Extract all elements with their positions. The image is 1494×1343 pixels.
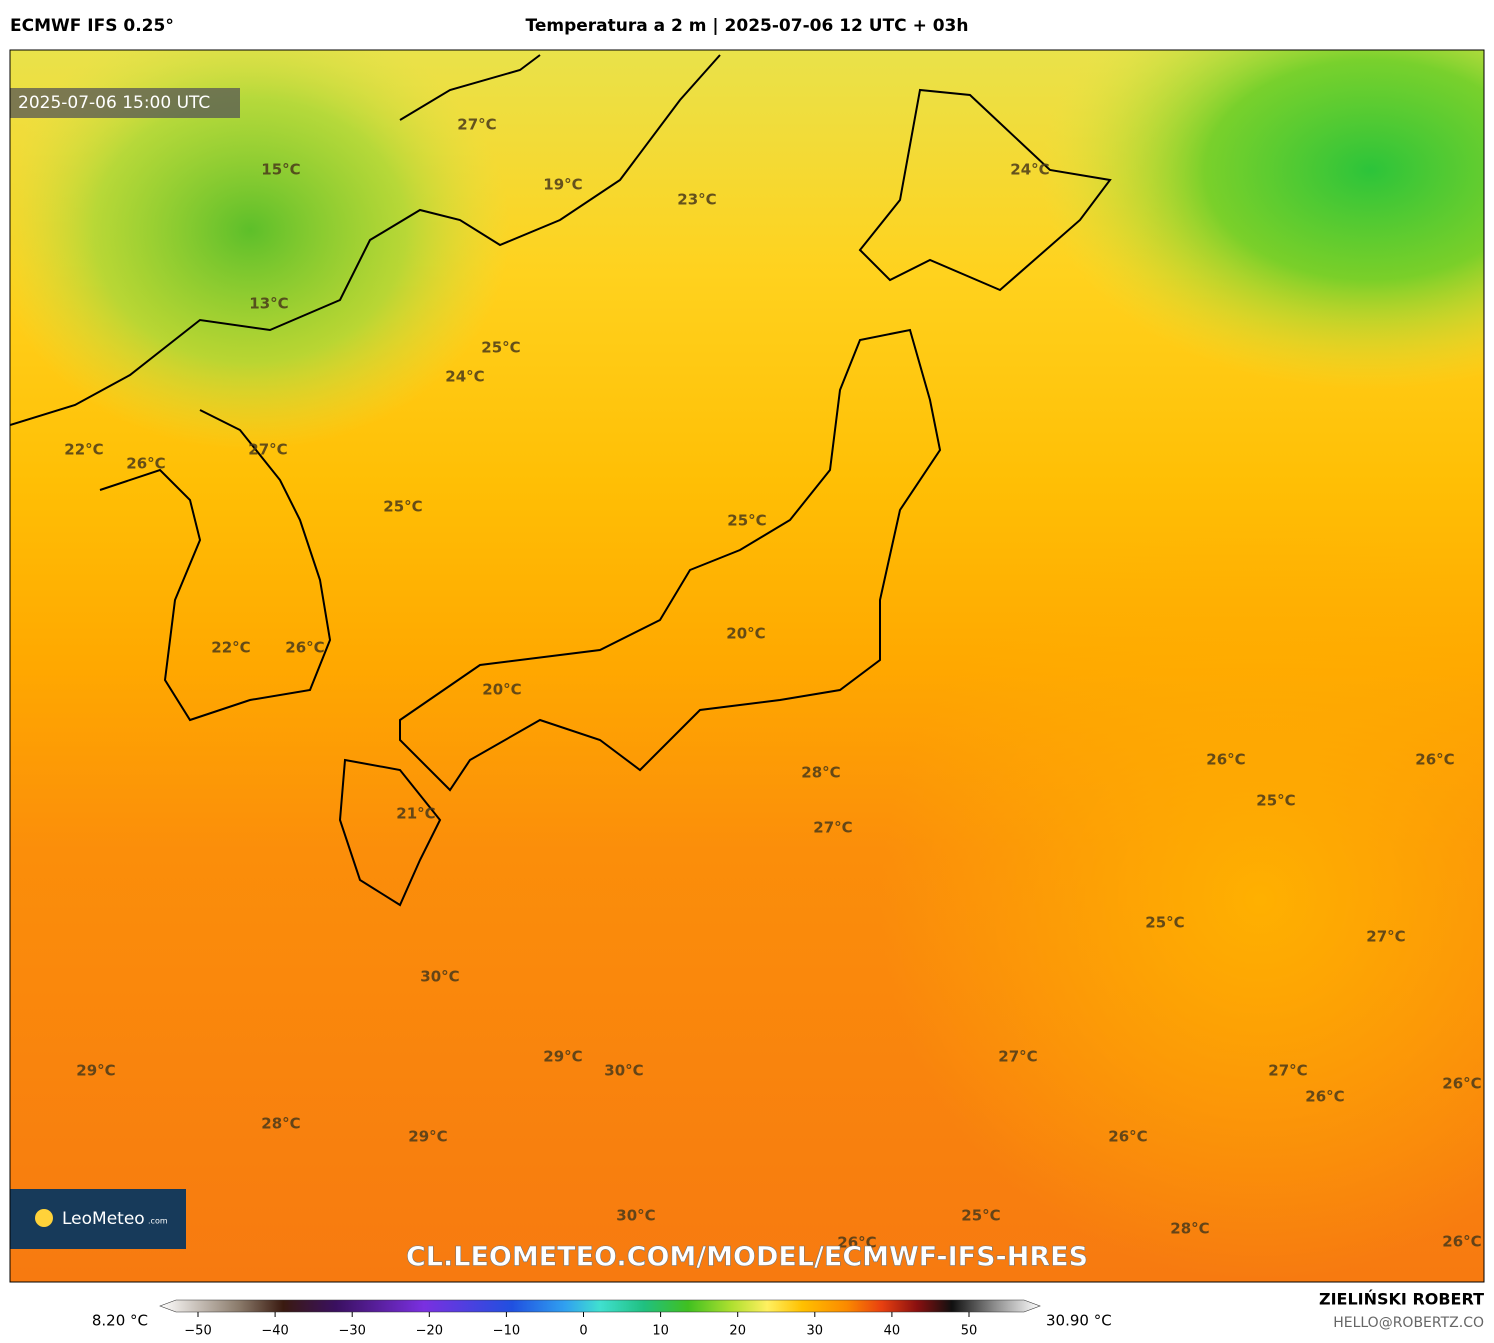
colorbar-tick-label: 10 xyxy=(652,1324,669,1339)
timestamp-box xyxy=(10,88,240,118)
temperature-label: 19°C xyxy=(543,176,582,194)
temperature-label: 26°C xyxy=(1305,1088,1344,1106)
colorbar-tick-label: −50 xyxy=(184,1324,211,1339)
temperature-label: 25°C xyxy=(1256,792,1295,810)
temperature-label: 20°C xyxy=(482,681,521,699)
temperature-label: 26°C xyxy=(1442,1233,1481,1251)
field-shade xyxy=(1040,50,1484,390)
watermark: CL.LEOMETEO.COM/MODEL/ECMWF-IFS-HRES xyxy=(406,1242,1088,1273)
temperature-label: 23°C xyxy=(677,191,716,209)
temperature-label: 13°C xyxy=(249,295,288,313)
temperature-label: 30°C xyxy=(604,1062,643,1080)
temperature-label: 27°C xyxy=(998,1048,1037,1066)
colorbar-max: 30.90 °C xyxy=(1046,1312,1112,1330)
coastlines xyxy=(10,54,1112,907)
model-name: ECMWF IFS 0.25° xyxy=(10,16,174,36)
colorbar-tick-label: 40 xyxy=(884,1324,901,1339)
temperature-label: 29°C xyxy=(76,1062,115,1080)
temperature-labels: 27°C 15°C 19°C 23°C 24°C 13°C 25°C 24°C 22°C 26°C… xyxy=(64,116,1481,1252)
temperature-label: 26°C xyxy=(1442,1075,1481,1093)
temperature-label: 26°C xyxy=(837,1234,876,1252)
author: ZIELIŃSKI ROBERT xyxy=(1319,1290,1484,1309)
colorbar-tick-label: −10 xyxy=(493,1324,520,1339)
colorbar-tick-label: 20 xyxy=(729,1324,746,1339)
temperature-label: 30°C xyxy=(616,1207,655,1225)
logo-sun xyxy=(35,1209,53,1227)
temperature-label: 25°C xyxy=(961,1207,1000,1225)
logo-suffix: .com xyxy=(148,1217,168,1226)
temperature-label: 21°C xyxy=(396,805,435,823)
temperature-label: 25°C xyxy=(727,512,766,530)
temperature-label: 27°C xyxy=(1366,928,1405,946)
temperature-label: 28°C xyxy=(261,1115,300,1133)
temperature-label: 27°C xyxy=(457,116,496,134)
temperature-label: 25°C xyxy=(1145,914,1184,932)
temperature-label: 28°C xyxy=(801,764,840,782)
colorbar-ticks: −50 −40 −30 −20 −10 0 10 20 30 40 50 xyxy=(184,1312,977,1339)
colorbar xyxy=(159,1299,1041,1313)
temperature-label: 20°C xyxy=(726,625,765,643)
temperature-label: 26°C xyxy=(1206,751,1245,769)
colorbar-tick-label: 30 xyxy=(807,1324,824,1339)
temperature-label: 29°C xyxy=(408,1128,447,1146)
colorbar-tick-label: 0 xyxy=(579,1324,587,1339)
temperature-label: 25°C xyxy=(481,339,520,357)
temperature-label: 24°C xyxy=(1010,161,1049,179)
temperature-label: 22°C xyxy=(211,639,250,657)
logo-name: LeoMeteo xyxy=(62,1209,145,1229)
temperature-label: 30°C xyxy=(420,968,459,986)
colorbar-tick-label: −30 xyxy=(338,1324,365,1339)
temperature-label: 22°C xyxy=(64,441,103,459)
temperature-label: 26°C xyxy=(1108,1128,1147,1146)
colorbar-tick-label: 50 xyxy=(961,1324,978,1339)
temperature-label: 24°C xyxy=(445,368,484,386)
email: HELLO@ROBERTZ.CO xyxy=(1333,1315,1484,1331)
field-shade xyxy=(880,520,1484,1280)
map-title: Temperatura a 2 m | 2025-07-06 12 UTC + … xyxy=(526,16,969,36)
temperature-label: 26°C xyxy=(126,455,165,473)
temperature-label: 27°C xyxy=(813,819,852,837)
field-shade xyxy=(10,50,510,450)
map-area: 2025-07-06 15:00 UTC 27°C 15°C 19°C 23°C 24°… xyxy=(10,50,1484,1282)
colorbar-tick-label: −40 xyxy=(261,1324,288,1339)
temperature-label: 29°C xyxy=(543,1048,582,1066)
colorbar-min: 8.20 °C xyxy=(92,1312,148,1330)
temperature-label: 27°C xyxy=(248,441,287,459)
temperature-label: 26°C xyxy=(285,639,324,657)
map-frame xyxy=(9,49,1485,1283)
temperature-label: 28°C xyxy=(1170,1220,1209,1238)
temperature-label: 26°C xyxy=(1415,751,1454,769)
temperature-label: 15°C xyxy=(261,161,300,179)
temperature-label: 27°C xyxy=(1268,1062,1307,1080)
colorbar-tick-label: −20 xyxy=(416,1324,443,1339)
temperature-label: 25°C xyxy=(383,498,422,516)
timestamp: 2025-07-06 15:00 UTC xyxy=(18,93,210,113)
